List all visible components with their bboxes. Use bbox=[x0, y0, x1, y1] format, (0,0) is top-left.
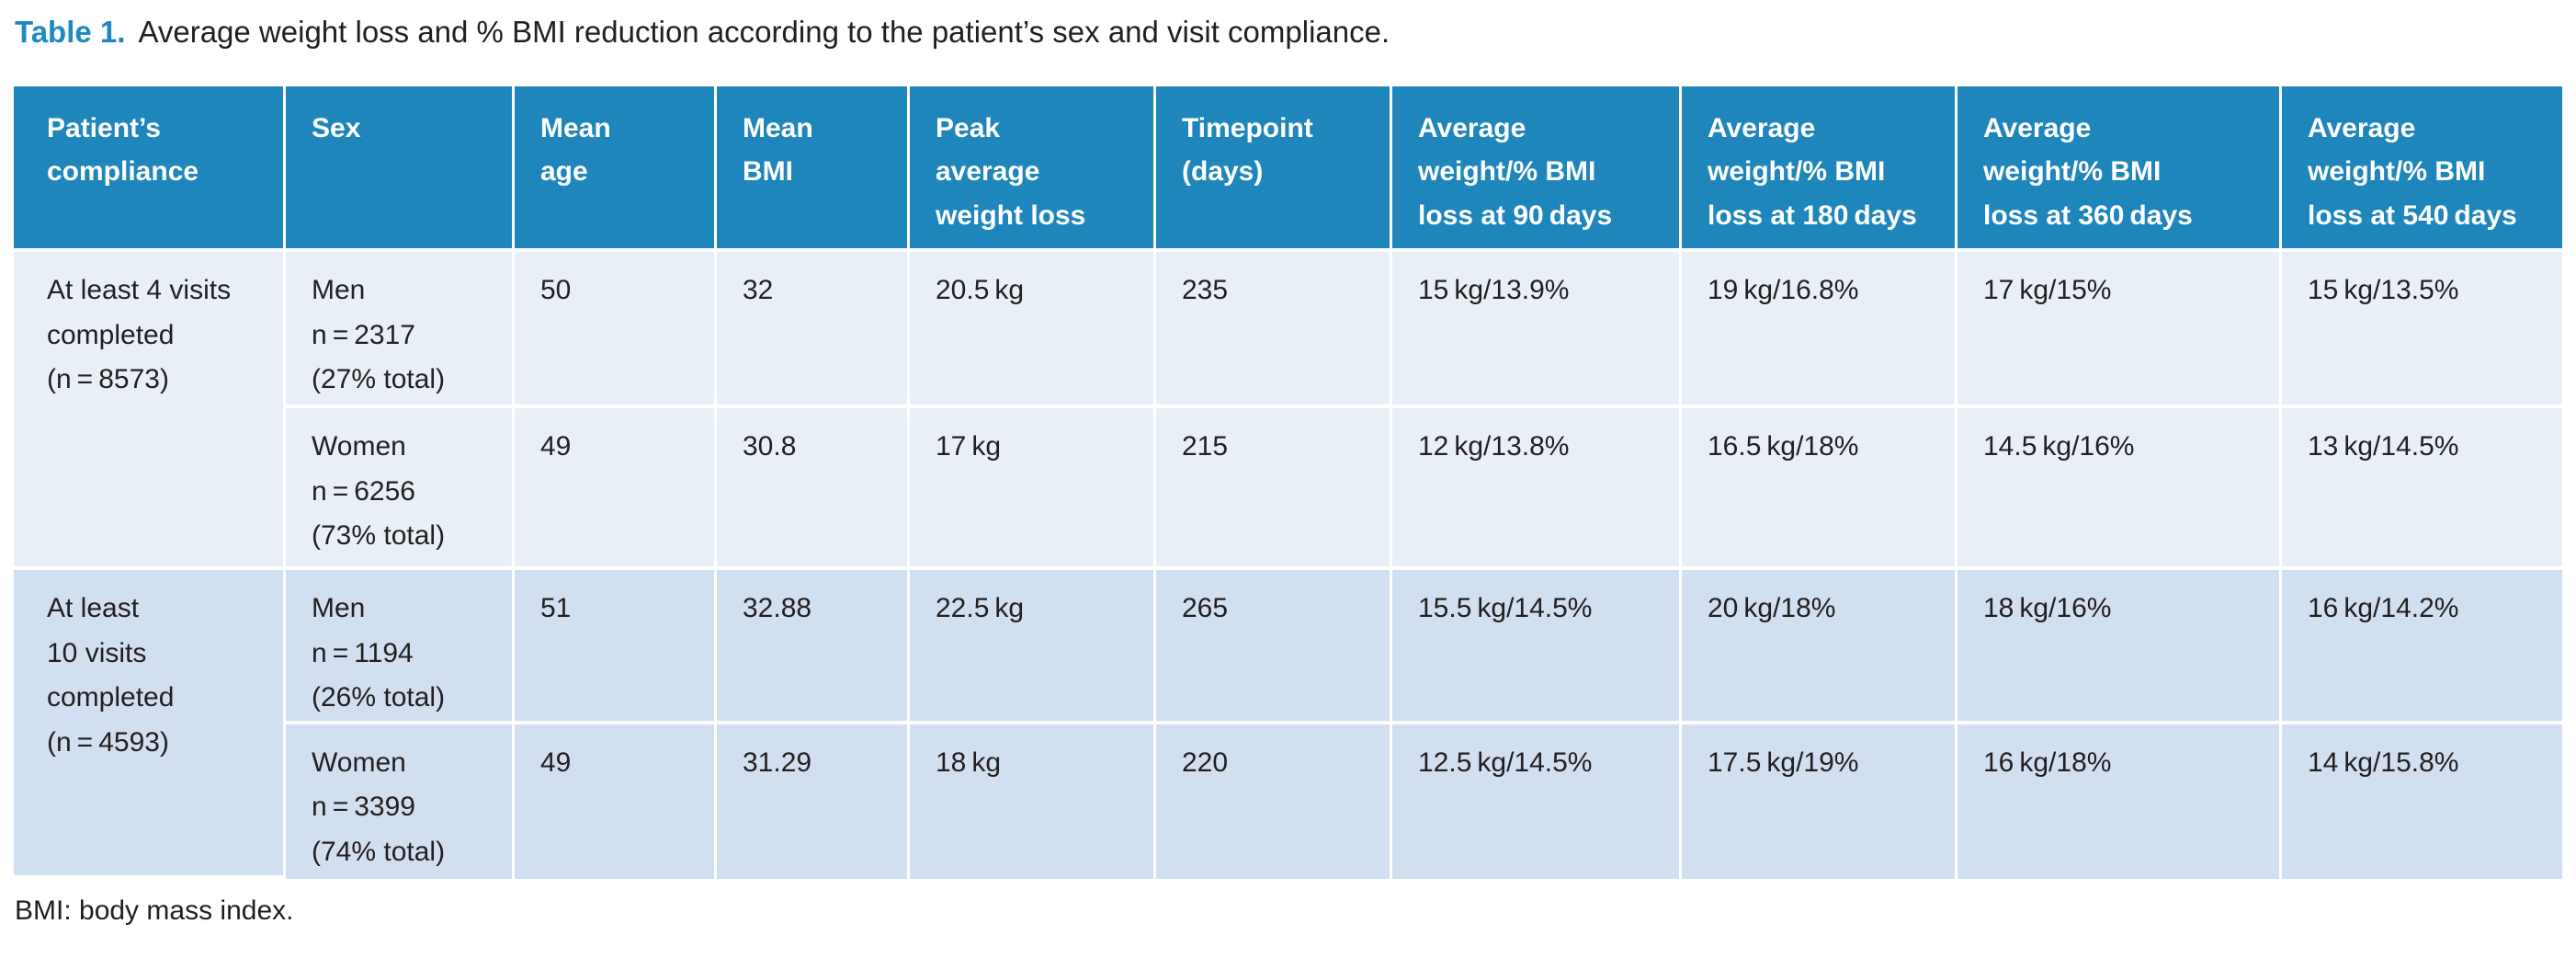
cell-loss-90: 12 kg/13.8% bbox=[1392, 408, 1682, 570]
cell-peak-loss: 20.5 kg bbox=[910, 252, 1156, 408]
table-body: At least 4 visits completed (n = 8573) M… bbox=[14, 252, 2562, 879]
cell-loss-360: 16 kg/18% bbox=[1958, 724, 2282, 879]
header-cell-patients-compliance: Patient’s compliance bbox=[14, 86, 286, 252]
cell-loss-360: 17 kg/15% bbox=[1958, 252, 2282, 408]
header-cell-loss-90-days: Average weight/% BMI loss at 90 days bbox=[1392, 86, 1682, 252]
cell-loss-540: 14 kg/15.8% bbox=[2282, 724, 2562, 879]
table-row-group1-women: Women n = 6256 (73% total) 49 30.8 17 kg… bbox=[14, 408, 2562, 570]
table-row-group1-men: At least 4 visits completed (n = 8573) M… bbox=[14, 252, 2562, 570]
table-title: Table 1. Average weight loss and % BMI re… bbox=[15, 13, 1390, 51]
cell-loss-540: 13 kg/14.5% bbox=[2282, 408, 2562, 570]
cell-mean-bmi: 32.88 bbox=[717, 570, 910, 724]
table-header-row: Patient’s compliance Sex Mean age Mean B… bbox=[14, 86, 2562, 252]
cell-loss-540: 16 kg/14.2% bbox=[2282, 570, 2562, 724]
cell-loss-540: 15 kg/13.5% bbox=[2282, 252, 2562, 408]
cell-timepoint: 235 bbox=[1156, 252, 1392, 408]
header-cell-loss-360-days: Average weight/% BMI loss at 360 days bbox=[1958, 86, 2282, 252]
cell-mean-age: 49 bbox=[515, 408, 717, 570]
table-title-label: Table 1. bbox=[15, 15, 126, 49]
table-header: Patient’s compliance Sex Mean age Mean B… bbox=[14, 86, 2562, 252]
cell-loss-360: 14.5 kg/16% bbox=[1958, 408, 2282, 570]
cell-mean-age: 51 bbox=[515, 570, 717, 724]
header-cell-loss-180-days: Average weight/% BMI loss at 180 days bbox=[1682, 86, 1958, 252]
cell-mean-bmi: 30.8 bbox=[717, 408, 910, 570]
table-row-group2-women: Women n = 3399 (74% total) 49 31.29 18 k… bbox=[14, 724, 2562, 879]
header-cell-mean-bmi: Mean BMI bbox=[717, 86, 910, 252]
cell-loss-180: 20 kg/18% bbox=[1682, 570, 1958, 724]
table-title-text: Average weight loss and % BMI reduction … bbox=[138, 15, 1390, 49]
cell-timepoint: 215 bbox=[1156, 408, 1392, 570]
cell-peak-loss: 17 kg bbox=[910, 408, 1156, 570]
cell-compliance-10-visits: At least 10 visits completed (n = 4593) bbox=[14, 570, 286, 879]
cell-mean-age: 50 bbox=[515, 252, 717, 408]
cell-mean-bmi: 31.29 bbox=[717, 724, 910, 879]
header-cell-loss-540-days: Average weight/% BMI loss at 540 days bbox=[2282, 86, 2562, 252]
cell-sex: Men n = 1194 (26% total) bbox=[286, 570, 515, 724]
cell-sex: Women n = 6256 (73% total) bbox=[286, 408, 515, 570]
cell-loss-180: 16.5 kg/18% bbox=[1682, 408, 1958, 570]
cell-peak-loss: 22.5 kg bbox=[910, 570, 1156, 724]
cell-loss-180: 17.5 kg/19% bbox=[1682, 724, 1958, 879]
cell-loss-90: 15.5 kg/14.5% bbox=[1392, 570, 1682, 724]
cell-loss-180: 19 kg/16.8% bbox=[1682, 252, 1958, 408]
cell-loss-90: 12.5 kg/14.5% bbox=[1392, 724, 1682, 879]
cell-sex: Women n = 3399 (74% total) bbox=[286, 724, 515, 879]
cell-loss-90: 15 kg/13.9% bbox=[1392, 252, 1682, 408]
cell-timepoint: 265 bbox=[1156, 570, 1392, 724]
cell-mean-age: 49 bbox=[515, 724, 717, 879]
header-cell-peak-average-weight-loss: Peak average weight loss bbox=[910, 86, 1156, 252]
header-cell-sex: Sex bbox=[286, 86, 515, 252]
header-cell-timepoint-days: Timepoint (days) bbox=[1156, 86, 1392, 252]
cell-peak-loss: 18 kg bbox=[910, 724, 1156, 879]
cell-timepoint: 220 bbox=[1156, 724, 1392, 879]
cell-mean-bmi: 32 bbox=[717, 252, 910, 408]
table-footnote: BMI: body mass index. bbox=[15, 895, 294, 926]
cell-sex: Men n = 2317 (27% total) bbox=[286, 252, 515, 408]
cell-loss-360: 18 kg/16% bbox=[1958, 570, 2282, 724]
data-table: Patient’s compliance Sex Mean age Mean B… bbox=[14, 86, 2562, 879]
table-row-group2-men: At least 10 visits completed (n = 4593) … bbox=[14, 570, 2562, 879]
header-cell-mean-age: Mean age bbox=[515, 86, 717, 252]
cell-compliance-4-visits: At least 4 visits completed (n = 8573) bbox=[14, 252, 286, 570]
